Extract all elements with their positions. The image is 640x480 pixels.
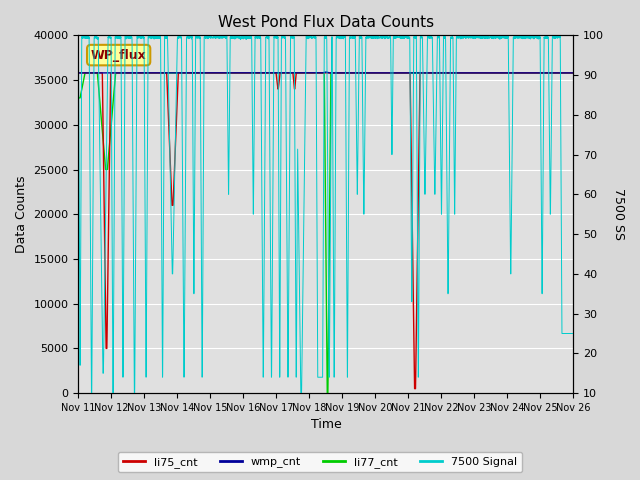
X-axis label: Time: Time	[310, 419, 341, 432]
Text: WP_flux: WP_flux	[91, 48, 147, 61]
Title: West Pond Flux Data Counts: West Pond Flux Data Counts	[218, 15, 434, 30]
Legend: li75_cnt, wmp_cnt, li77_cnt, 7500 Signal: li75_cnt, wmp_cnt, li77_cnt, 7500 Signal	[118, 452, 522, 472]
Y-axis label: 7500 SS: 7500 SS	[612, 188, 625, 240]
Y-axis label: Data Counts: Data Counts	[15, 176, 28, 253]
